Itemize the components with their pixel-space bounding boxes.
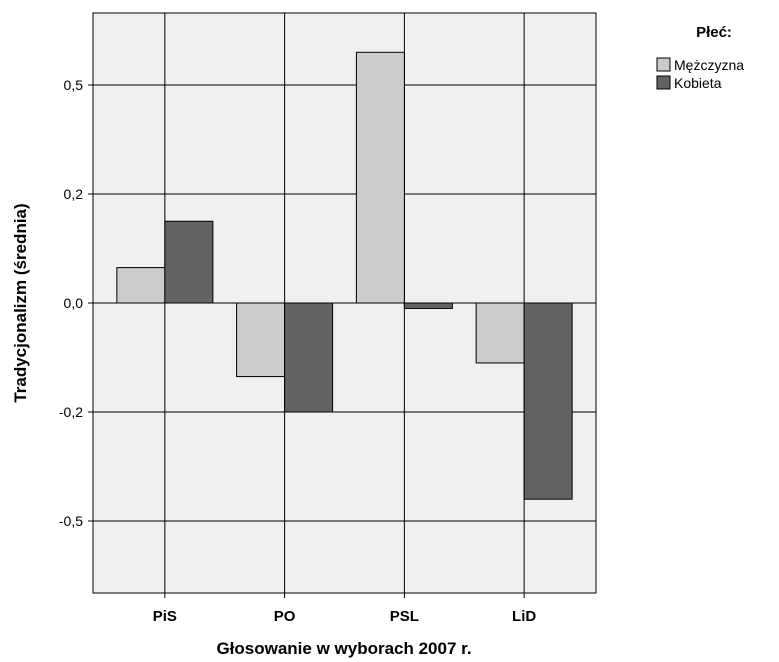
bar-psl-kobieta [403, 302, 453, 309]
plot-frame [92, 12, 597, 594]
bar-pis-kobieta [164, 220, 214, 304]
x-tick-label-po: PO [274, 608, 296, 625]
legend-label-kobieta: Kobieta [674, 75, 722, 91]
x-tick-label-lid: LiD [512, 608, 536, 625]
x-tick-labels: PiS PO PSL LiD [153, 608, 537, 625]
bar-psl-mezczyzna [355, 51, 405, 304]
legend-label-mezczyzna: Mężczyzna [674, 57, 744, 73]
x-axis-title: Głosowanie w wyborach 2007 r. [216, 639, 471, 658]
bar-lid-mezczyzna [475, 302, 525, 364]
y-tick-label: 0,5 [64, 77, 84, 93]
y-tick-label: -0,5 [59, 513, 83, 529]
y-tick-label: 0,0 [64, 295, 84, 311]
y-tick-label: 0,2 [64, 186, 84, 202]
legend-swatch-mezczyzna [656, 57, 671, 72]
x-tick-label-pis: PiS [153, 608, 177, 625]
bar-pis-mezczyzna [116, 267, 166, 304]
grid-y [88, 84, 596, 522]
x-tick-label-psl: PSL [390, 608, 419, 625]
legend-swatch-kobieta [656, 75, 671, 90]
legend-title: Płeć: [696, 24, 732, 41]
y-tick-labels: 0,5 0,2 0,0 -0,2 -0,5 [59, 77, 83, 529]
y-axis-title: Tradycjonalizm (średnia) [11, 203, 30, 402]
legend: Płeć: Mężczyzna Kobieta [656, 24, 744, 91]
bar-po-kobieta [284, 302, 334, 413]
bar-lid-kobieta [523, 302, 573, 500]
y-tick-label: -0,2 [59, 404, 83, 420]
bars [116, 51, 573, 500]
bar-po-mezczyzna [236, 302, 286, 378]
